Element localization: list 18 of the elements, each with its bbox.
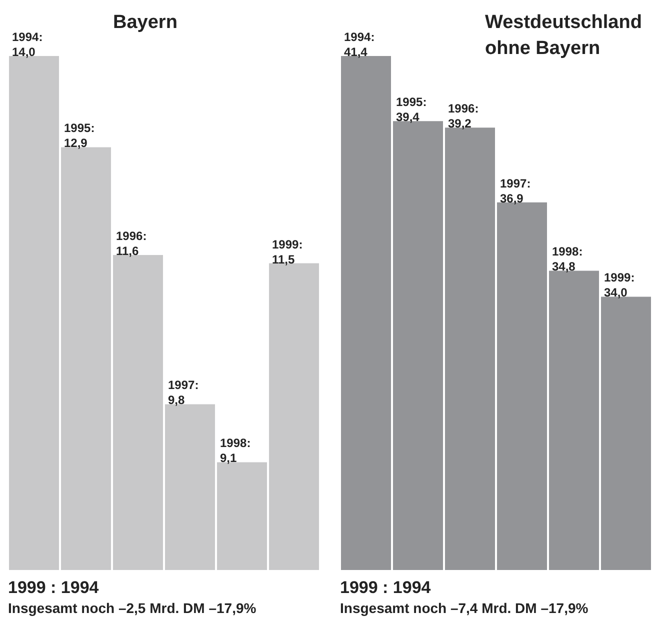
data-label: 1994: 41,4: [344, 30, 375, 59]
data-label: 1997: 36,9: [500, 176, 531, 206]
text: Insgesamt noch –2,5 Mrd. DM –17,9%: [8, 599, 258, 618]
text: 1999 : 1994: [8, 578, 100, 598]
data-label: 1999: 11,5: [272, 237, 303, 266]
data-label: 1996: 11,6: [116, 228, 147, 258]
data-label: 1994: 14,0: [12, 30, 43, 59]
text: Insgesamt noch –7,4 Mrd. DM –17,9%: [340, 599, 590, 618]
data-label: 1995: 39,4: [396, 95, 427, 124]
chart-title: Bayern: [113, 11, 178, 35]
text: 1999 : 1994: [340, 578, 432, 598]
data-label: 1998: 9,1: [220, 436, 251, 466]
data-label: 1996: 39,2: [448, 102, 479, 131]
data-label: 1995: 12,9: [64, 121, 95, 150]
data-label: 1998: 34,8: [552, 244, 583, 274]
data-label: 1999: 34,0: [604, 270, 635, 300]
data-label: 1997: 9,8: [168, 378, 199, 408]
chart-title: Westdeutschland ohne Bayern: [485, 11, 643, 61]
